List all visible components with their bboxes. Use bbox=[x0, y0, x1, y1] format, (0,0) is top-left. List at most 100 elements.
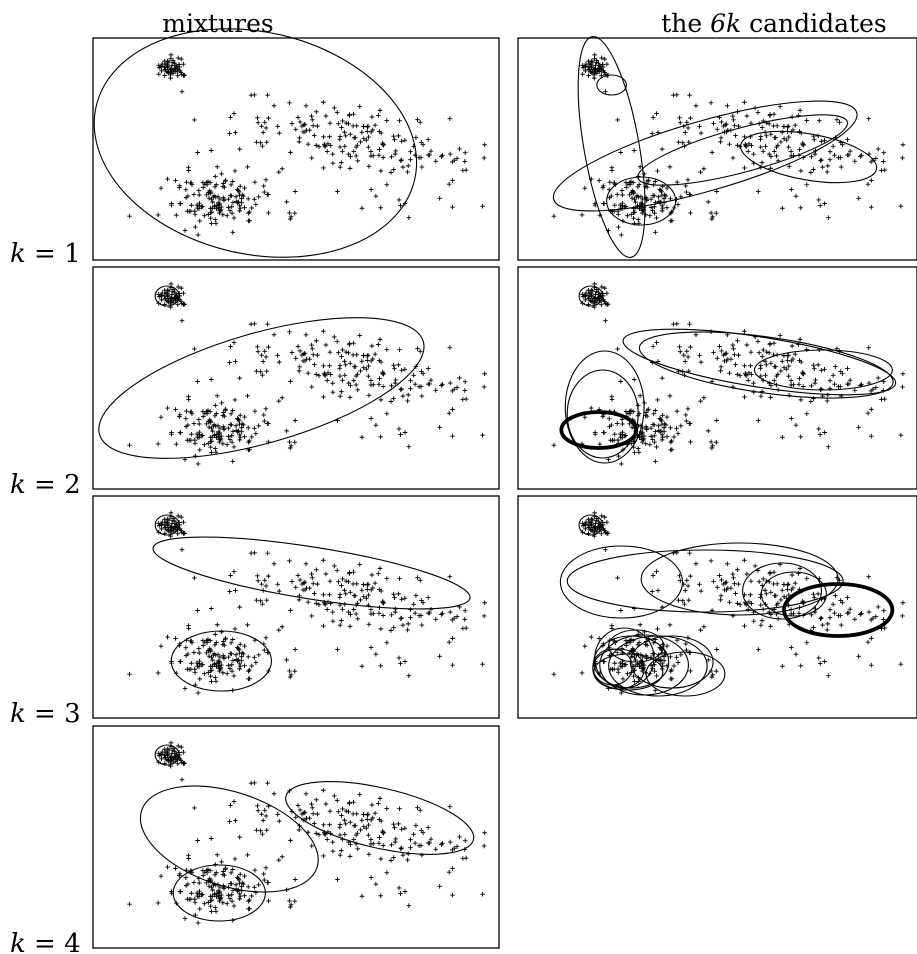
candidates-k2-point bbox=[644, 425, 650, 431]
candidates-k2-point bbox=[711, 350, 716, 355]
mixture-k3-point bbox=[188, 638, 194, 644]
candidates-k1-point bbox=[746, 141, 752, 147]
mixture-k3-point bbox=[343, 578, 349, 584]
mixture-k4-point bbox=[384, 806, 390, 811]
mixture-k2-ellipse bbox=[154, 285, 180, 307]
mixture-k3-point bbox=[364, 595, 369, 601]
mixture-k2-point bbox=[181, 302, 187, 307]
mixture-k1-point bbox=[192, 117, 197, 123]
candidates-k3-point bbox=[764, 591, 769, 597]
mixture-k2-point bbox=[229, 433, 235, 439]
candidates-k1-point bbox=[580, 71, 585, 77]
mixture-k3-point bbox=[200, 643, 206, 648]
mixture-k4-point bbox=[255, 808, 261, 813]
mixture-k3-point bbox=[339, 583, 344, 588]
mixture-k1-point bbox=[377, 108, 383, 113]
candidates-k3-ellipse bbox=[742, 562, 822, 620]
candidates-k2-point bbox=[610, 438, 615, 443]
candidates-k3-ellipse bbox=[566, 549, 844, 613]
mixture-k1-point bbox=[212, 184, 218, 190]
mixture-k2-point bbox=[447, 345, 453, 350]
candidates-k3-point bbox=[637, 664, 642, 670]
mixture-k1-point bbox=[231, 111, 237, 116]
candidates-k3-ellipse bbox=[608, 629, 665, 663]
candidates-k2-point bbox=[882, 396, 888, 402]
candidates-k1-point bbox=[801, 142, 806, 148]
candidates-k2-point bbox=[717, 344, 722, 349]
mixture-k4-point bbox=[230, 867, 236, 872]
candidates-k2-ellipse bbox=[564, 350, 645, 464]
mixture-k4-point bbox=[440, 841, 445, 846]
candidates-k3-point bbox=[778, 597, 784, 603]
candidates-k2-point bbox=[697, 353, 702, 358]
candidates-k3-point bbox=[655, 626, 660, 632]
candidates-k1-point bbox=[649, 131, 655, 136]
mixture-k1-point bbox=[295, 115, 301, 120]
mixture-k3-point bbox=[366, 621, 372, 627]
mixture-k3-point bbox=[287, 668, 292, 674]
mixture-k3-point bbox=[398, 616, 404, 621]
candidates-k3-point bbox=[751, 618, 757, 624]
mixture-k2-point bbox=[242, 414, 247, 420]
mixture-k1-point bbox=[230, 179, 236, 184]
mixture-k2-point bbox=[366, 363, 371, 369]
panel-mixture-k1 bbox=[92, 28, 500, 261]
candidates-k2-point bbox=[619, 435, 625, 441]
candidates-k2-point bbox=[756, 350, 762, 356]
candidates-k1-point bbox=[758, 144, 764, 150]
mixture-k3-point bbox=[347, 571, 352, 576]
candidates-k3-point bbox=[637, 622, 643, 628]
mixture-k4-point bbox=[196, 880, 202, 886]
candidates-k3-point bbox=[718, 597, 723, 603]
mixture-k3-point bbox=[165, 528, 171, 533]
mixture-k3-point bbox=[158, 643, 164, 649]
candidates-k3-point bbox=[898, 661, 904, 667]
candidates-k2-point bbox=[789, 358, 794, 364]
mixture-k1-point bbox=[346, 151, 351, 157]
candidates-k3-point bbox=[588, 523, 594, 528]
mixture-k3-point bbox=[450, 662, 455, 668]
candidates-k2-point bbox=[723, 350, 729, 356]
mixture-k4-point bbox=[209, 909, 214, 914]
mixture-k2-point bbox=[249, 434, 255, 440]
mixture-k4-point bbox=[237, 872, 243, 877]
mixture-k1-point bbox=[321, 99, 326, 105]
mixture-k2-point bbox=[347, 361, 353, 366]
mixture-k2-point bbox=[276, 359, 282, 365]
mixture-k2-point bbox=[408, 386, 413, 391]
mixture-k3-point bbox=[358, 597, 363, 603]
candidates-k1-point bbox=[632, 209, 637, 215]
candidates-k3-point bbox=[756, 579, 762, 585]
mixture-k2-point bbox=[351, 378, 357, 383]
candidates-k2-point bbox=[833, 364, 838, 369]
mixture-k2-point bbox=[359, 359, 365, 364]
mixture-k1-point bbox=[293, 127, 299, 132]
mixture-k3-point bbox=[369, 572, 375, 578]
mixture-k1-point bbox=[255, 115, 260, 121]
mixture-k1-point bbox=[482, 142, 487, 148]
mixture-k2-point bbox=[415, 346, 420, 352]
candidates-k1-point bbox=[796, 113, 801, 118]
mixture-k3-point bbox=[327, 578, 333, 584]
mixture-k4-point bbox=[337, 832, 343, 838]
mixture-k4-point bbox=[321, 853, 326, 859]
candidates-k1-point bbox=[735, 143, 740, 148]
candidates-k1-point bbox=[718, 139, 723, 145]
candidates-k1-point bbox=[771, 123, 776, 129]
mixture-k3-point bbox=[389, 612, 394, 618]
mixture-k3-point bbox=[398, 661, 403, 666]
mixture-k2-point bbox=[266, 344, 271, 350]
mixture-k3-point bbox=[276, 627, 282, 633]
mixture-k1-point bbox=[193, 224, 198, 230]
candidates-k2-point bbox=[708, 439, 714, 445]
candidates-k3-point bbox=[771, 581, 776, 587]
mixture-k2-point bbox=[194, 431, 200, 437]
candidates-k2-point bbox=[873, 385, 879, 390]
candidates-k2-point bbox=[645, 407, 651, 413]
candidates-k3-point bbox=[789, 587, 794, 593]
mixture-k4-ellipse bbox=[154, 744, 180, 766]
mixture-k1-point bbox=[188, 180, 194, 186]
candidates-k2-point bbox=[705, 428, 711, 434]
mixture-k1-point bbox=[276, 169, 282, 175]
candidates-k1-point bbox=[579, 212, 585, 218]
